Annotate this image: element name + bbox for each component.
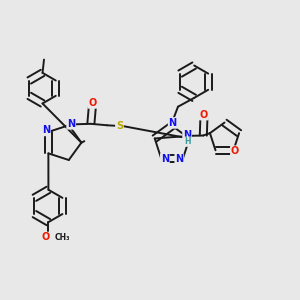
Text: N: N xyxy=(175,154,183,164)
Text: CH₃: CH₃ xyxy=(55,233,70,242)
Text: N: N xyxy=(67,119,75,129)
Text: O: O xyxy=(42,232,50,242)
Text: O: O xyxy=(200,110,208,120)
Text: O: O xyxy=(231,146,239,156)
Text: N: N xyxy=(161,154,169,164)
Text: O: O xyxy=(88,98,97,108)
Text: N: N xyxy=(169,118,177,128)
Text: S: S xyxy=(116,121,123,131)
Text: N: N xyxy=(42,125,50,135)
Text: H: H xyxy=(184,137,191,146)
Text: N: N xyxy=(183,130,191,140)
